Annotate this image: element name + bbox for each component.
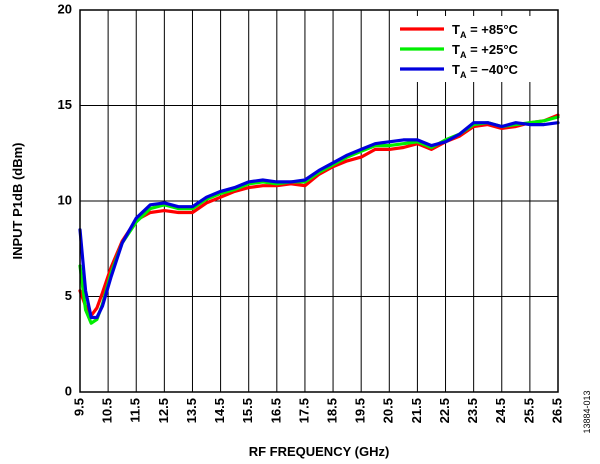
x-tick-label: 12.5 [156,398,171,423]
y-tick-label: 15 [58,97,72,112]
x-tick-label: 19.5 [353,398,368,423]
x-tick-labels: 9.5 10.5 11.5 12.5 13.5 14.5 15.5 16.5 17.5 18.5 1… [71,398,564,423]
x-tick-label: 13.5 [184,398,199,423]
legend-label-sub: A [460,30,467,40]
legend-label-main: T [452,22,460,37]
legend-label-rest: = −40°C [466,62,518,77]
series-line [78,113,560,318]
legend-label: TA = −40°C [452,62,519,80]
legend: TA = +85°CTA = +25°CTA = −40°C [392,16,554,82]
x-tick-label: 18.5 [324,398,339,423]
x-tick-label: 14.5 [212,398,227,423]
series-line [78,121,560,320]
x-tick-label: 24.5 [493,398,508,423]
legend-label-rest: = +85°C [466,22,518,37]
x-tick-label: 17.5 [296,398,311,423]
legend-label-rest: = +25°C [466,42,518,57]
x-tick-label: 21.5 [409,398,424,423]
x-tick-label: 10.5 [100,398,115,423]
x-tick-label: 26.5 [549,398,564,423]
y-tick-labels: 0 5 10 15 20 [58,1,72,398]
legend-label: TA = +25°C [452,42,519,60]
legend-label-main: T [452,62,460,77]
y-axis-title: INPUT P1dB (dBm) [10,143,25,260]
y-tick-label: 0 [65,383,72,398]
x-tick-label: 15.5 [240,398,255,423]
legend-label-sub: A [460,50,467,60]
x-tick-label: 25.5 [521,398,536,423]
x-tick-label: 9.5 [71,398,86,416]
x-tick-label: 22.5 [437,398,452,423]
y-tick-label: 20 [58,1,72,16]
x-tick-label: 16.5 [268,398,283,423]
series-lines [78,113,560,325]
plot-frame [79,9,559,393]
legend-label-sub: A [460,70,467,80]
x-axis-title: RF FREQUENCY (GHz) [249,444,390,459]
y-tick-label: 5 [65,288,72,303]
legend-label-main: T [452,42,460,57]
y-tick-label: 10 [58,192,72,207]
figure-id: 13884-013 [582,390,592,433]
series-line [78,115,560,325]
legend-label: TA = +85°C [452,22,519,40]
x-tick-label: 20.5 [381,398,396,423]
x-tick-label: 11.5 [128,398,143,423]
x-tick-label: 23.5 [465,398,480,423]
